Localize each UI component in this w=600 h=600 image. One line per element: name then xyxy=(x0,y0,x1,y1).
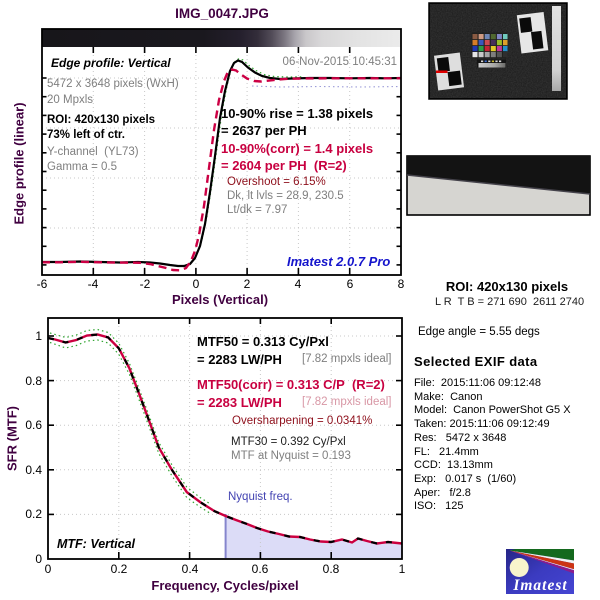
svg-text:Imatest: Imatest xyxy=(512,577,567,594)
